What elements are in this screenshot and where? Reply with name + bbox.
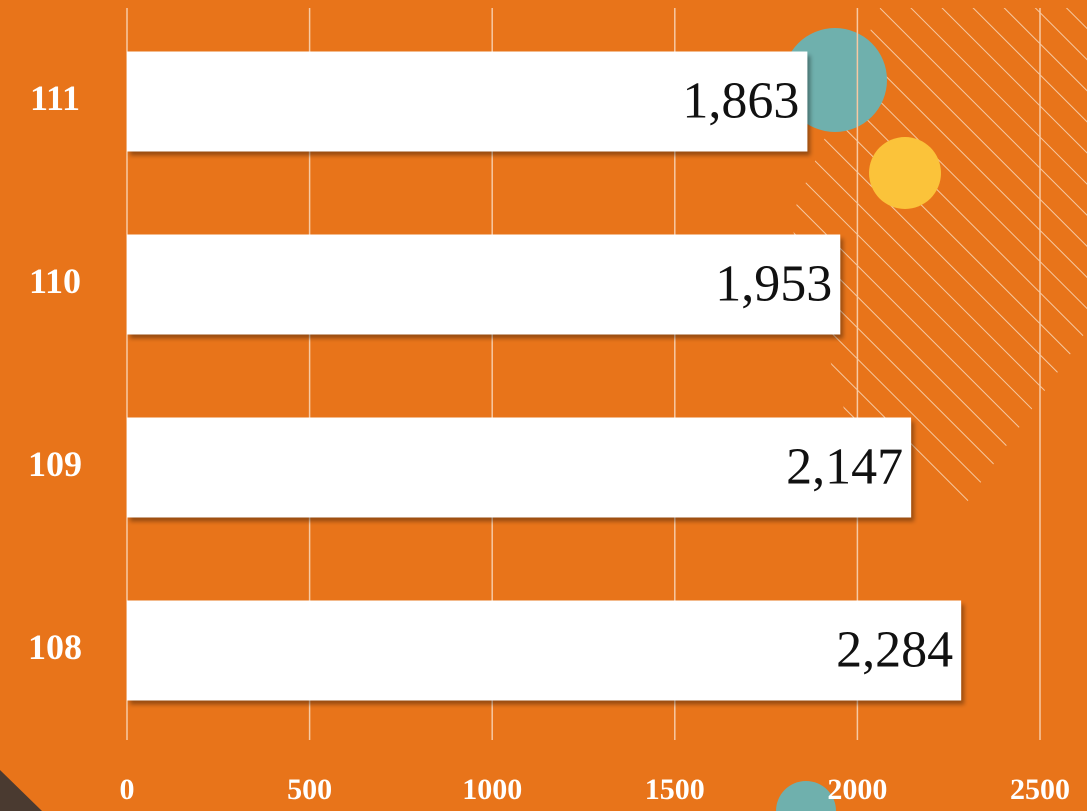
y-tick-label: 111	[30, 78, 80, 118]
page: {"chart_data": {"type": "bar", "orientat…	[0, 0, 1087, 811]
x-tick-label: 2000	[827, 773, 887, 806]
value-label: 2,147	[786, 438, 903, 495]
value-label: 1,953	[715, 255, 832, 312]
x-tick-label: 1500	[645, 773, 705, 806]
circle-decoration	[869, 137, 941, 209]
value-label: 2,284	[836, 621, 953, 678]
x-tick-label: 0	[120, 773, 135, 806]
corner-decoration	[0, 770, 42, 811]
x-tick-label: 1000	[462, 773, 522, 806]
y-tick-label: 108	[28, 627, 82, 667]
y-tick-label: 110	[29, 261, 81, 301]
x-tick-label: 500	[287, 773, 332, 806]
chart: 0 500 1000 1500 2000 2500 1,863 111 1,953 110 2,1…	[0, 0, 1087, 811]
y-tick-label: 109	[28, 444, 82, 484]
x-tick-label: 2500	[1010, 773, 1070, 806]
value-label: 1,863	[682, 72, 799, 129]
